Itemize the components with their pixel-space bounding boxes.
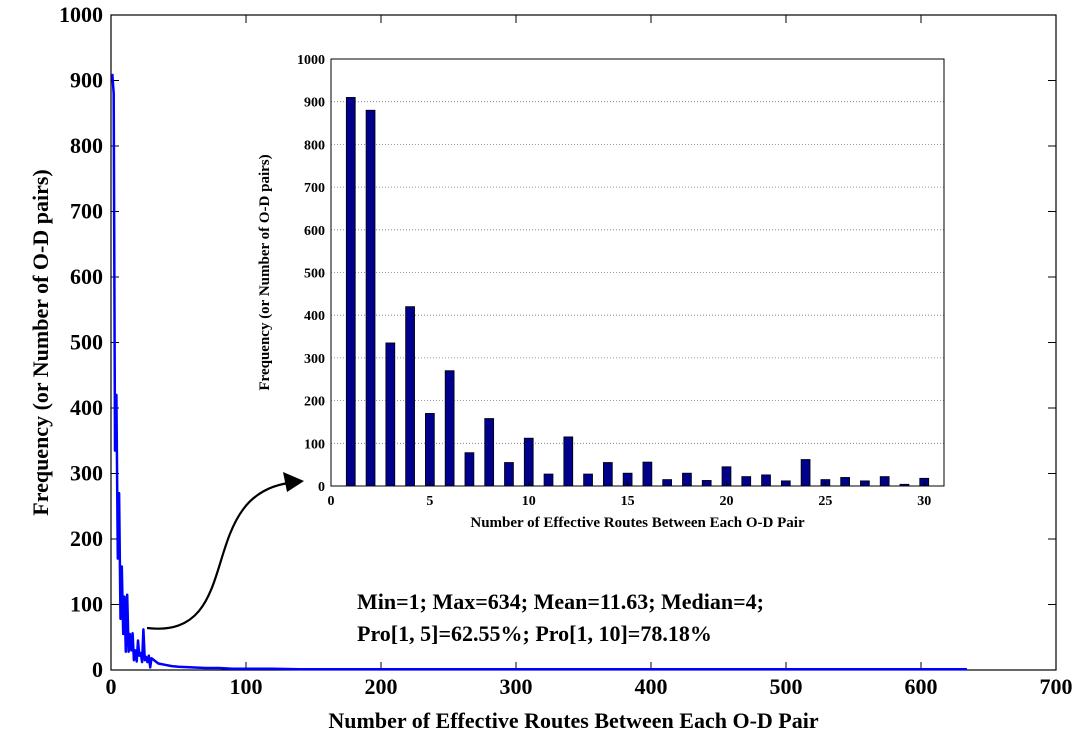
inset-bar bbox=[701, 480, 712, 487]
inset-bar bbox=[464, 452, 475, 487]
main-y-tick-label: 500 bbox=[70, 330, 103, 355]
inset-y-tick-label: 400 bbox=[304, 309, 325, 324]
inset-y-axis-label: Frequency (or Number of O-D pairs) bbox=[257, 154, 273, 390]
inset-bar bbox=[602, 462, 613, 487]
inset-y-tick-label: 300 bbox=[304, 352, 325, 367]
inset-bar bbox=[405, 306, 415, 487]
inset-bar bbox=[365, 109, 376, 487]
main-x-tick-label: 600 bbox=[905, 674, 938, 699]
inset-bar bbox=[583, 473, 593, 487]
inset-y-tick-label: 200 bbox=[304, 395, 325, 410]
inset-y-tick-label: 700 bbox=[304, 181, 325, 196]
main-x-tick-label: 0 bbox=[106, 674, 117, 699]
inset-bar bbox=[662, 479, 673, 487]
main-x-tick-label: 700 bbox=[1040, 674, 1073, 699]
inset-bar bbox=[860, 480, 870, 487]
inset-bar bbox=[879, 476, 890, 487]
inset-x-tick-label: 15 bbox=[621, 494, 635, 509]
inset-bar bbox=[741, 476, 752, 487]
main-y-tick-label: 700 bbox=[70, 199, 103, 224]
inset-x-tick-label: 25 bbox=[818, 494, 832, 509]
inset-bar bbox=[504, 462, 514, 487]
main-x-tick-label: 300 bbox=[500, 674, 533, 699]
inset-y-tick-label: 600 bbox=[304, 224, 325, 239]
inset-bar bbox=[563, 436, 574, 487]
inset-bar bbox=[642, 461, 653, 487]
main-x-axis-label: Number of Effective Routes Between Each … bbox=[328, 708, 818, 733]
inset-x-tick-label: 0 bbox=[328, 494, 335, 509]
main-y-tick-label: 300 bbox=[70, 461, 103, 486]
main-y-tick-label: 0 bbox=[92, 657, 103, 682]
inset-bar bbox=[543, 473, 554, 487]
inset-x-axis-label: Number of Effective Routes Between Each … bbox=[470, 515, 805, 531]
inset-bar bbox=[761, 474, 771, 487]
inset-x-tick-label: 5 bbox=[426, 494, 433, 509]
inset-plot-frame bbox=[330, 58, 945, 487]
inset-bar bbox=[840, 477, 850, 487]
inset-bar bbox=[345, 97, 356, 487]
inset-y-tick-label: 100 bbox=[304, 437, 325, 452]
main-frequency-line bbox=[111, 73, 967, 671]
inset-plot: 0 100 200 300 400 500 600 700 800 900 1000 0 5 10 15 20… bbox=[257, 53, 945, 531]
inset-y-tick-label: 0 bbox=[318, 480, 325, 495]
main-y-tick-label: 100 bbox=[70, 592, 103, 617]
inset-bar bbox=[780, 480, 791, 487]
main-x-tick-label: 200 bbox=[365, 674, 398, 699]
inset-y-tick-label: 500 bbox=[304, 267, 325, 282]
main-x-tick-label: 100 bbox=[230, 674, 263, 699]
inset-bar bbox=[444, 370, 455, 487]
inset-x-tick-label: 20 bbox=[719, 494, 733, 509]
main-y-tick-label: 1000 bbox=[59, 2, 103, 27]
inset-bar bbox=[682, 472, 692, 487]
inset-y-tick-label: 800 bbox=[304, 138, 325, 153]
main-y-tick-label: 600 bbox=[70, 264, 103, 289]
main-y-tick-label: 200 bbox=[70, 526, 103, 551]
zoom-arrow bbox=[146, 472, 304, 630]
stats-line-1: Min=1; Max=634; Mean=11.63; Median=4; bbox=[357, 589, 764, 614]
main-x-tick-label: 500 bbox=[770, 674, 803, 699]
main-y-tick-label: 400 bbox=[70, 395, 103, 420]
inset-bar bbox=[800, 459, 811, 487]
main-y-axis-label: Frequency (or Number of O-D pairs) bbox=[28, 169, 53, 515]
inset-bar bbox=[523, 437, 534, 487]
main-x-tick-label: 400 bbox=[635, 674, 668, 699]
inset-bar bbox=[425, 413, 435, 487]
inset-y-tick-label: 900 bbox=[304, 96, 325, 111]
inset-bar bbox=[484, 418, 495, 487]
main-y-tick-label: 800 bbox=[70, 133, 103, 158]
inset-x-tick-label: 30 bbox=[917, 494, 931, 509]
inset-bar bbox=[385, 342, 396, 487]
inset-x-tick-label: 10 bbox=[522, 494, 536, 509]
stats-line-2: Pro[1, 5]=62.55%; Pro[1, 10]=78.18% bbox=[357, 621, 712, 646]
inset-y-tick-label: 1000 bbox=[297, 53, 325, 68]
main-y-tick-label: 900 bbox=[70, 68, 103, 93]
